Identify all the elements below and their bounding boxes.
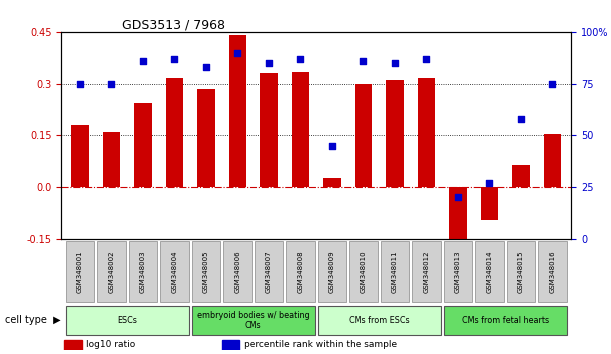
Point: [170, 56, 180, 62]
Text: GSM348001: GSM348001: [77, 251, 83, 293]
Text: GSM348011: GSM348011: [392, 251, 398, 293]
Bar: [544, 133, 561, 187]
Text: GDS3513 / 7968: GDS3513 / 7968: [122, 19, 225, 32]
Text: GSM348012: GSM348012: [423, 251, 430, 293]
Point: [485, 180, 494, 186]
Bar: [292, 72, 309, 187]
Point: [264, 60, 274, 66]
Text: GSM348009: GSM348009: [329, 251, 335, 293]
Text: ESCs: ESCs: [117, 316, 137, 325]
Text: GSM348016: GSM348016: [549, 251, 555, 293]
Point: [359, 58, 368, 64]
Text: GSM348010: GSM348010: [360, 251, 367, 293]
Point: [138, 58, 148, 64]
Text: GSM348015: GSM348015: [518, 251, 524, 293]
Bar: [134, 103, 152, 187]
Point: [422, 56, 431, 62]
Point: [296, 56, 306, 62]
Bar: [386, 80, 404, 187]
Text: percentile rank within the sample: percentile rank within the sample: [244, 340, 397, 349]
Bar: [444, 306, 566, 335]
Bar: [318, 241, 346, 302]
Point: [453, 195, 463, 200]
Bar: [64, 339, 82, 349]
Bar: [512, 165, 530, 187]
Point: [233, 50, 243, 55]
Bar: [444, 241, 472, 302]
Bar: [223, 241, 252, 302]
Bar: [349, 241, 378, 302]
Bar: [323, 178, 340, 187]
Text: CMs from ESCs: CMs from ESCs: [349, 316, 409, 325]
Bar: [481, 187, 498, 220]
Bar: [355, 84, 372, 187]
Bar: [166, 78, 183, 187]
Bar: [412, 241, 441, 302]
Text: log10 ratio: log10 ratio: [86, 340, 136, 349]
Bar: [97, 241, 126, 302]
Bar: [192, 306, 315, 335]
Text: GSM348008: GSM348008: [298, 251, 304, 293]
Point: [390, 60, 400, 66]
Point: [106, 81, 116, 86]
Bar: [71, 125, 89, 187]
Bar: [192, 241, 220, 302]
Bar: [260, 73, 277, 187]
Text: GSM348013: GSM348013: [455, 251, 461, 293]
Bar: [66, 306, 189, 335]
Text: GSM348007: GSM348007: [266, 251, 272, 293]
Bar: [229, 35, 246, 187]
Bar: [287, 241, 315, 302]
Bar: [222, 339, 239, 349]
Point: [547, 81, 557, 86]
Bar: [255, 241, 283, 302]
Bar: [103, 132, 120, 187]
Bar: [66, 241, 94, 302]
Point: [327, 143, 337, 148]
Text: GSM348003: GSM348003: [140, 251, 146, 293]
Text: CMs from fetal hearts: CMs from fetal hearts: [461, 316, 549, 325]
Bar: [418, 78, 435, 187]
Point: [201, 64, 211, 70]
Bar: [197, 89, 214, 187]
Bar: [318, 306, 441, 335]
Bar: [449, 187, 467, 254]
Text: GSM348006: GSM348006: [235, 251, 241, 293]
Point: [516, 116, 526, 121]
Text: embryoid bodies w/ beating
CMs: embryoid bodies w/ beating CMs: [197, 311, 310, 330]
Point: [75, 81, 85, 86]
Bar: [381, 241, 409, 302]
Bar: [538, 241, 566, 302]
Text: GSM348002: GSM348002: [109, 251, 114, 293]
Bar: [129, 241, 157, 302]
Bar: [507, 241, 535, 302]
Text: GSM348004: GSM348004: [172, 251, 177, 293]
Bar: [160, 241, 189, 302]
Text: GSM348005: GSM348005: [203, 251, 209, 293]
Bar: [475, 241, 503, 302]
Text: cell type  ▶: cell type ▶: [5, 315, 61, 325]
Text: GSM348014: GSM348014: [486, 251, 492, 293]
